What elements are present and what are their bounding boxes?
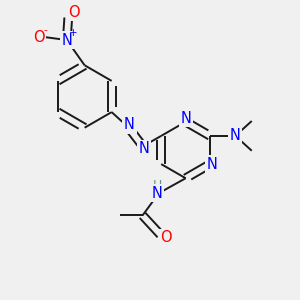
Text: N: N xyxy=(230,128,241,143)
Text: O: O xyxy=(33,30,44,45)
Text: +: + xyxy=(69,28,78,38)
Text: O: O xyxy=(160,230,172,245)
Text: O: O xyxy=(68,5,80,20)
Text: -: - xyxy=(43,26,47,35)
Text: N: N xyxy=(180,111,191,126)
Text: N: N xyxy=(152,186,163,201)
Text: N: N xyxy=(124,117,135,132)
Text: N: N xyxy=(61,32,72,47)
Text: H: H xyxy=(153,179,162,193)
Text: N: N xyxy=(207,157,218,172)
Text: N: N xyxy=(139,141,150,156)
